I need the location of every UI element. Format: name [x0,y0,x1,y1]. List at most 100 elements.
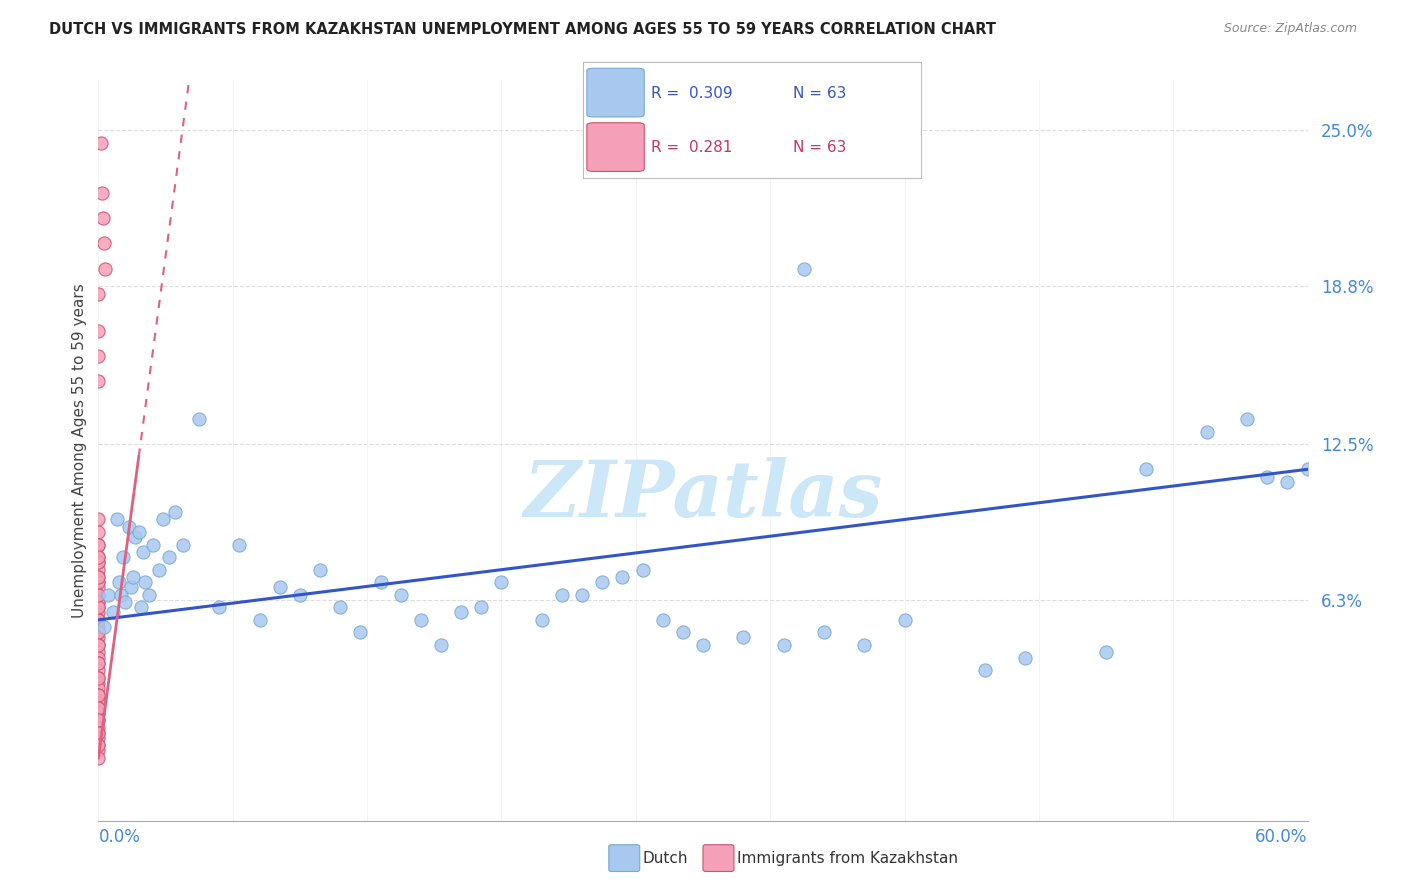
Point [93,211,115,226]
Point [87,625,110,640]
Text: DUTCH VS IMMIGRANTS FROM KAZAKHSTAN UNEMPLOYMENT AMONG AGES 55 TO 59 YEARS CORRE: DUTCH VS IMMIGRANTS FROM KAZAKHSTAN UNEM… [49,22,997,37]
Point [631,563,654,577]
Point [152,512,174,526]
Point [1195,425,1218,439]
Point [87,600,110,615]
Point [97,588,120,602]
Point [138,588,160,602]
Text: Source: ZipAtlas.com: Source: ZipAtlas.com [1223,22,1357,36]
Point [87,570,110,584]
Point [87,731,110,745]
Point [1236,412,1258,426]
Point [87,706,110,720]
Point [111,550,134,565]
Point [87,739,110,753]
Point [370,575,392,590]
Point [87,286,110,301]
Point [87,555,110,569]
Point [389,588,412,602]
Point [1135,462,1157,476]
Point [87,645,110,659]
Point [124,530,146,544]
Point [132,545,155,559]
Point [87,512,110,526]
Point [329,600,352,615]
Text: Dutch: Dutch [643,852,688,866]
Point [269,580,291,594]
Point [87,600,110,615]
Point [853,638,876,652]
Point [188,412,211,426]
Point [87,575,110,590]
Point [107,575,129,590]
Point [87,605,110,619]
Point [87,671,110,685]
Text: N = 63: N = 63 [793,139,846,154]
Point [249,613,271,627]
Point [93,620,115,634]
Point [228,538,250,552]
Point [1095,645,1118,659]
Point [87,739,110,753]
Point [793,261,815,276]
Point [87,613,110,627]
Point [90,136,112,150]
Point [94,261,117,276]
Point [87,538,110,552]
Point [93,236,115,251]
Point [87,713,110,727]
Point [208,600,231,615]
Point [551,588,574,602]
Point [87,721,110,735]
Point [87,588,110,602]
Point [87,524,110,539]
Point [450,605,472,619]
Point [142,538,165,552]
Point [87,580,110,594]
Text: ZIPatlas: ZIPatlas [523,457,883,533]
Point [87,555,110,569]
Point [1277,475,1299,489]
Point [1014,650,1036,665]
Point [591,575,613,590]
Point [87,324,110,338]
Point [87,550,110,565]
Point [409,613,432,627]
Point [288,588,311,602]
Point [87,650,110,665]
Point [87,375,110,389]
Point [1296,462,1319,476]
Point [163,505,186,519]
Point [893,613,915,627]
Point [651,613,673,627]
Point [87,550,110,565]
Point [114,595,136,609]
Point [87,688,110,702]
Point [148,563,170,577]
Point [87,595,110,609]
Text: 60.0%: 60.0% [1256,828,1308,847]
Y-axis label: Unemployment Among Ages 55 to 59 years: Unemployment Among Ages 55 to 59 years [72,283,87,618]
FancyBboxPatch shape [586,123,644,171]
Point [157,550,180,565]
Point [87,726,110,740]
Point [87,671,110,685]
Point [87,726,110,740]
Point [87,751,110,765]
Point [87,538,110,552]
Point [309,563,332,577]
Point [733,631,755,645]
Text: 0.0%: 0.0% [98,828,141,847]
Point [120,580,142,594]
FancyBboxPatch shape [586,68,644,117]
Point [87,656,110,670]
Point [349,625,371,640]
Point [772,638,794,652]
Point [87,696,110,710]
Text: N = 63: N = 63 [793,87,846,102]
Point [87,631,110,645]
Point [87,713,110,727]
Text: R =  0.281: R = 0.281 [651,139,733,154]
Point [118,520,141,534]
Point [1256,470,1278,484]
